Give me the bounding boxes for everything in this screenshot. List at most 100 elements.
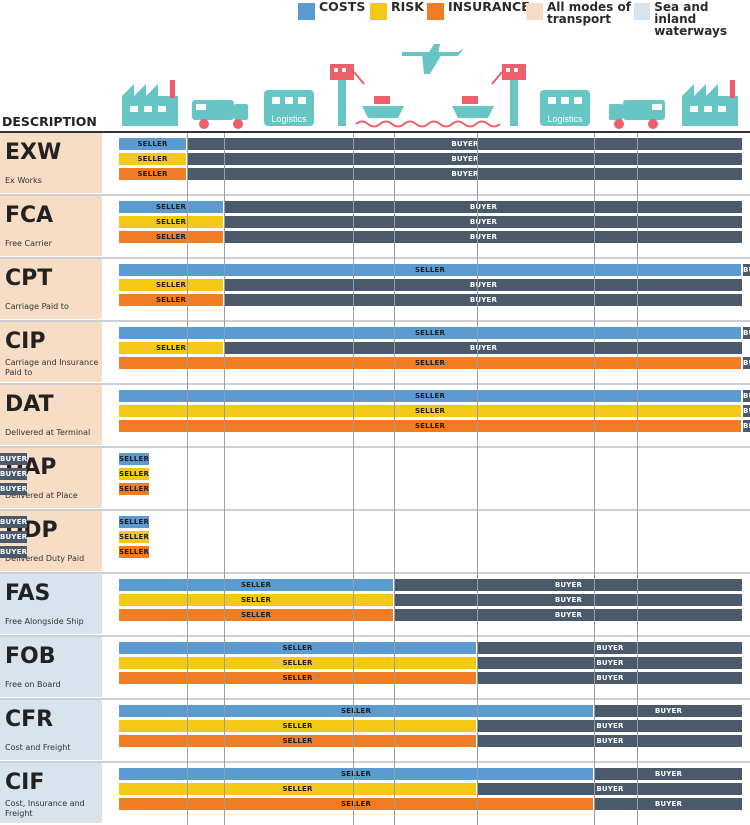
legend-item-all-modes-bg: All modes of transport — [526, 1, 631, 25]
legend-item-insurance: INSURANCE — [427, 0, 530, 20]
bar-costs-seller: SELLER — [119, 264, 741, 276]
bar-insurance-buyer: BUYER — [478, 735, 742, 747]
description-header: DESCRIPTION — [2, 114, 97, 129]
term-dat: DAT Delivered at Terminal — [0, 385, 102, 445]
bar-costs-seller: SELLER — [119, 642, 476, 654]
bar-costs-buyer: BUYER — [743, 390, 750, 402]
logistics-building-icon: Logistics — [264, 90, 314, 126]
bar-risk-seller: SELLER — [119, 153, 186, 165]
bar-costs-seller: SELLER — [119, 327, 741, 339]
bar-risk-seller: SELLER — [119, 783, 476, 795]
crane-icon — [330, 64, 365, 126]
legend-label: COSTS — [319, 0, 366, 14]
term-name: Ex Works — [5, 176, 42, 185]
row-divider — [0, 698, 750, 700]
row-divider — [0, 572, 750, 574]
bar-insurance-seller: SELLER — [119, 168, 186, 180]
bar-insurance-seller: SELLER — [119, 357, 741, 369]
legend-swatch — [634, 3, 651, 20]
legend: COSTS RISK INSURANCE All modes of transport… — [0, 0, 750, 40]
header-rule — [0, 131, 750, 133]
bar-risk-buyer: BUYER — [0, 531, 28, 543]
bar-risk-buyer: BUYER — [225, 216, 742, 228]
legend-swatch — [526, 3, 543, 20]
bar-insurance-seller: SELLER — [119, 483, 150, 495]
bar-risk-buyer: BUYER — [188, 153, 742, 165]
bar-risk-buyer: BUYER — [0, 468, 28, 480]
bar-costs-buyer: BUYER — [478, 642, 742, 654]
bar-insurance-seller: SELLER — [119, 672, 476, 684]
legend-item-sea-bg: Sea and inland waterways — [634, 1, 750, 37]
bar-insurance-seller: SELLER — [119, 420, 741, 432]
bar-insurance-buyer: BUYER — [225, 294, 742, 306]
bar-risk-seller: SELLER — [119, 279, 223, 291]
term-name: Carriage Paid to — [5, 302, 69, 311]
bar-insurance-seller: SELLER — [119, 798, 593, 810]
bar-costs-buyer: BUYER — [188, 138, 742, 150]
bar-costs-buyer: BUYER — [595, 768, 742, 780]
bar-costs-seller: SELLER — [119, 201, 223, 213]
ship-icon — [452, 96, 494, 118]
bar-insurance-seller: SELLER — [119, 231, 223, 243]
row-divider — [0, 194, 750, 196]
bar-risk-seller: SELLER — [119, 216, 223, 228]
bar-insurance-buyer: BUYER — [225, 231, 742, 243]
term-code: CPT — [5, 266, 53, 291]
bar-risk-seller: SELLER — [119, 720, 476, 732]
term-fob: FOB Free on Board — [0, 637, 102, 697]
term-code: FOB — [5, 644, 56, 669]
legend-item-costs: COSTS — [298, 0, 366, 20]
bar-risk-seller: SELLER — [119, 531, 150, 543]
term-code: EXW — [5, 140, 62, 165]
bar-risk-seller: SELLER — [119, 342, 223, 354]
bar-costs-buyer: BUYER — [0, 453, 28, 465]
term-name: Delivered at Terminal — [5, 428, 91, 437]
legend-swatch — [298, 3, 315, 20]
bar-insurance-buyer: BUYER — [478, 672, 742, 684]
bar-costs-seller: SELLER — [119, 138, 186, 150]
bar-costs-seller: SELLER — [119, 768, 593, 780]
bar-costs-seller: SELLER — [119, 516, 150, 528]
bar-insurance-seller: SELLER — [119, 294, 223, 306]
logistics-left-label: Logistics — [271, 114, 307, 124]
term-cfr: CFR Cost and Freight — [0, 700, 102, 760]
row-divider — [0, 320, 750, 322]
bar-insurance-seller: SELLER — [119, 735, 476, 747]
bar-risk-buyer: BUYER — [225, 279, 742, 291]
term-code: FAS — [5, 581, 51, 606]
bar-risk-seller: SELLER — [119, 405, 741, 417]
factory-icon — [122, 80, 178, 126]
term-name: Carriage and Insurance Paid to — [5, 358, 99, 377]
truck-icon — [192, 100, 248, 129]
bar-risk-seller: SELLER — [119, 468, 150, 480]
row-divider — [0, 761, 750, 763]
term-fca: FCA Free Carrier — [0, 196, 102, 256]
bar-costs-seller: SELLER — [119, 390, 741, 402]
legend-swatch — [427, 3, 444, 20]
term-code: FCA — [5, 203, 54, 228]
row-divider — [0, 509, 750, 511]
bar-costs-buyer: BUYER — [395, 579, 742, 591]
bar-risk-buyer: BUYER — [225, 342, 742, 354]
bar-costs-buyer: BUYER — [743, 327, 750, 339]
legend-label: INSURANCE — [448, 0, 530, 14]
bar-insurance-buyer: BUYER — [0, 546, 28, 558]
legend-item-risk: RISK — [370, 0, 424, 20]
bar-risk-seller: SELLER — [119, 657, 476, 669]
term-name: Free on Board — [5, 680, 61, 689]
bar-risk-seller: SELLER — [119, 594, 393, 606]
term-fas: FAS Free Alongside Ship — [0, 574, 102, 634]
term-code: CFR — [5, 707, 54, 732]
term-name: Cost, Insurance and Freight — [5, 799, 85, 818]
truck-icon — [609, 100, 665, 129]
row-divider — [0, 446, 750, 448]
term-cip: CIP Carriage and Insurance Paid to — [0, 322, 102, 382]
term-code: CIP — [5, 329, 46, 354]
legend-label: RISK — [391, 0, 424, 14]
legend-swatch — [370, 3, 387, 20]
bar-costs-buyer: BUYER — [595, 705, 742, 717]
bar-costs-buyer: BUYER — [225, 201, 742, 213]
bar-costs-seller: SELLER — [119, 579, 393, 591]
bar-insurance-buyer: BUYER — [395, 609, 742, 621]
logistics-building-icon: Logistics — [540, 90, 590, 126]
